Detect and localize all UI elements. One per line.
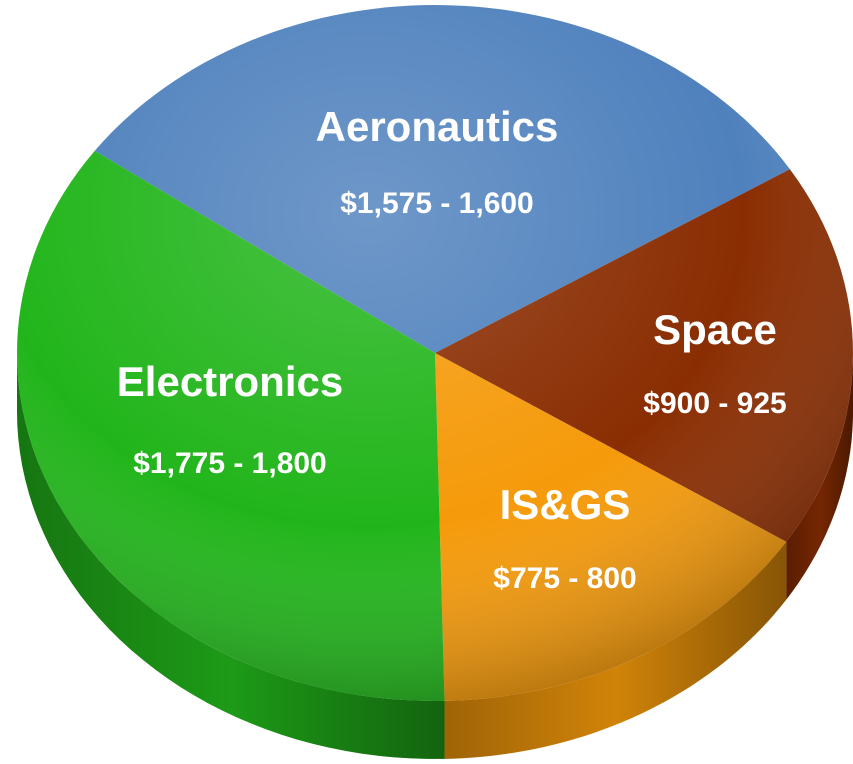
slice-name: Space: [653, 306, 777, 353]
pie-tops: [16, 5, 853, 701]
slice-name: IS&GS: [500, 481, 631, 528]
labels: Aeronautics $1,575 - 1,600 Space $900 - 925…: [117, 103, 787, 595]
slice-value: $1,775 - 1,800: [133, 447, 327, 480]
slice-side-shade: [786, 353, 853, 600]
slice-value: $1,575 - 1,600: [340, 187, 534, 220]
slice-value: $775 - 800: [493, 562, 636, 595]
slice-side-shade: [444, 541, 787, 759]
slice-name: Electronics: [117, 358, 343, 405]
shine: [17, 5, 853, 701]
pie-sides: [17, 353, 853, 759]
slice-side-shade: [17, 353, 445, 759]
slice-name: Aeronautics: [316, 103, 559, 150]
slice-value: $900 - 925: [643, 387, 786, 420]
